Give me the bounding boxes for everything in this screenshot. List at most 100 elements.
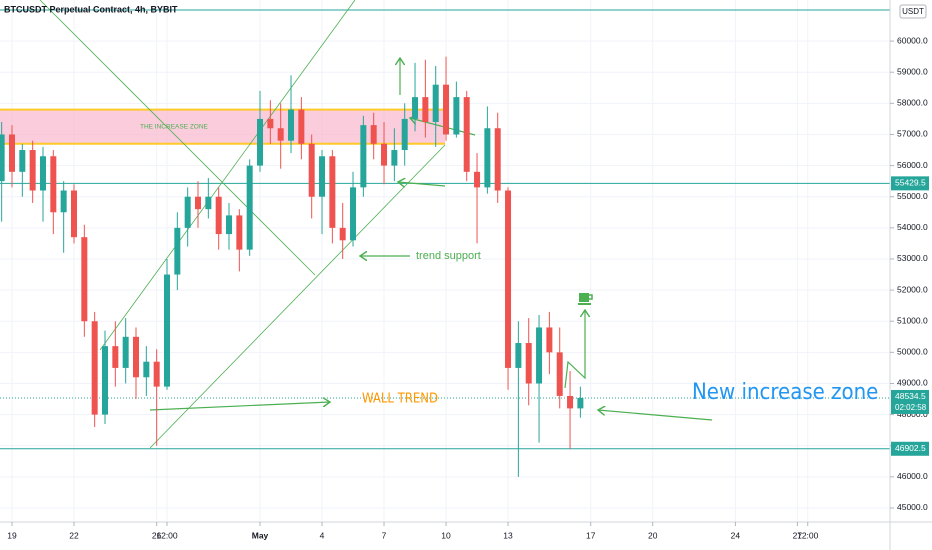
candle-body — [360, 125, 367, 188]
candle-body — [19, 150, 26, 172]
candle-body — [401, 118, 408, 151]
x-tick-label: 12:00 — [156, 530, 178, 540]
candle-body — [567, 395, 574, 409]
x-tick-label: 7 — [382, 530, 387, 540]
candle-body — [164, 274, 171, 387]
y-tick-label: 52000.0 — [897, 284, 928, 294]
candle-body — [267, 118, 274, 129]
candle-body — [215, 196, 222, 235]
candle-body — [463, 97, 470, 172]
candle-body — [39, 156, 46, 191]
candle-body — [257, 118, 264, 166]
candle-body — [0, 134, 5, 182]
x-tick-label: 20 — [648, 530, 658, 540]
candles — [0, 56, 584, 477]
candle-body — [81, 237, 88, 322]
candle-body — [277, 128, 284, 141]
x-tick-label: 26 — [152, 530, 162, 540]
trend-line — [39, 0, 316, 276]
drawings — [39, 0, 713, 449]
candle-body — [350, 187, 357, 241]
zone-label: THE INCREASE ZONE — [140, 123, 209, 130]
last-price-badge — [891, 389, 929, 414]
candle-body — [143, 361, 150, 378]
candle-body — [432, 84, 439, 123]
candle-body — [494, 128, 501, 191]
axes: 45000.046000.047000.048000.049000.050000… — [7, 35, 929, 540]
y-tick-label: 50000.0 — [897, 347, 928, 357]
increase-zone — [0, 109, 445, 144]
y-tick-label: 60000.0 — [897, 35, 928, 45]
candle-body — [246, 165, 253, 250]
level-label: 46902.5 — [895, 443, 926, 453]
candle-body — [205, 196, 212, 210]
candle-body — [536, 327, 543, 384]
level-badge — [891, 441, 929, 456]
candle-body — [288, 109, 295, 141]
x-tick-label: 10 — [441, 530, 451, 540]
arrow — [398, 182, 446, 186]
candle-body — [484, 128, 491, 188]
candle-body — [515, 343, 522, 368]
candle-body — [298, 109, 305, 144]
candle-body — [236, 215, 243, 250]
candle-body — [91, 321, 98, 415]
candle-body — [29, 150, 36, 191]
candle-body — [70, 190, 77, 238]
candle-body — [50, 156, 57, 213]
x-tick-label: 17 — [586, 530, 596, 540]
x-tick-label: 24 — [731, 530, 741, 540]
candle-body — [422, 97, 429, 123]
level-label: 55429.5 — [895, 178, 926, 188]
y-tick-label: 46000.0 — [897, 471, 928, 481]
candle-body — [474, 171, 481, 188]
candle-body — [370, 125, 377, 144]
candle-body — [133, 336, 140, 378]
x-tick-label: May — [252, 530, 269, 540]
y-tick-label: 57000.0 — [897, 129, 928, 139]
candle-body — [60, 190, 67, 213]
annotation: New increase zone — [692, 380, 878, 405]
currency-badge — [899, 4, 927, 19]
trend-line — [149, 144, 446, 449]
candle-body — [391, 150, 398, 166]
y-tick-label: 53000.0 — [897, 253, 928, 263]
x-tick-label: 19 — [7, 530, 17, 540]
candle-body — [101, 346, 108, 415]
x-tick-label: 22 — [69, 530, 79, 540]
candle-body — [505, 190, 512, 368]
y-tick-label: 49000.0 — [897, 378, 928, 388]
candle-body — [226, 215, 233, 235]
candle-body — [443, 84, 450, 135]
x-tick-label: 13 — [503, 530, 513, 540]
y-tick-label: 51000.0 — [897, 315, 928, 325]
level-badge — [891, 176, 929, 191]
candle-body — [308, 143, 315, 197]
arrow — [598, 410, 713, 421]
y-tick-label: 58000.0 — [897, 98, 928, 108]
candle-body — [174, 227, 181, 275]
x-tick-label: 27 — [793, 530, 803, 540]
candle-body — [556, 352, 563, 396]
trend-line — [99, 0, 356, 351]
candle-body — [339, 227, 346, 241]
y-tick-label: 55000.0 — [897, 191, 928, 201]
annotation: trend support — [416, 250, 481, 262]
candle-body — [195, 196, 202, 210]
candle-body — [412, 97, 419, 119]
chart-title: BTCUSDT Perpetual Contract, 4h, BYBIT — [4, 4, 178, 14]
price-axis — [890, 0, 932, 550]
arrow — [149, 402, 330, 411]
y-tick-label: 59000.0 — [897, 66, 928, 76]
arrow — [564, 310, 585, 389]
y-tick-label: 54000.0 — [897, 222, 928, 232]
annotation: WALL TREND — [362, 392, 438, 407]
last-price-label: 48534.5 — [895, 391, 926, 401]
candle-body — [122, 336, 129, 368]
x-tick-label: 4 — [320, 530, 325, 540]
y-tick-label: 56000.0 — [897, 160, 928, 170]
countdown: 02:02:58 — [895, 403, 927, 412]
annotations: THE INCREASE ZONE trend support WALL TREND… — [140, 123, 878, 406]
candle-body — [577, 397, 584, 409]
